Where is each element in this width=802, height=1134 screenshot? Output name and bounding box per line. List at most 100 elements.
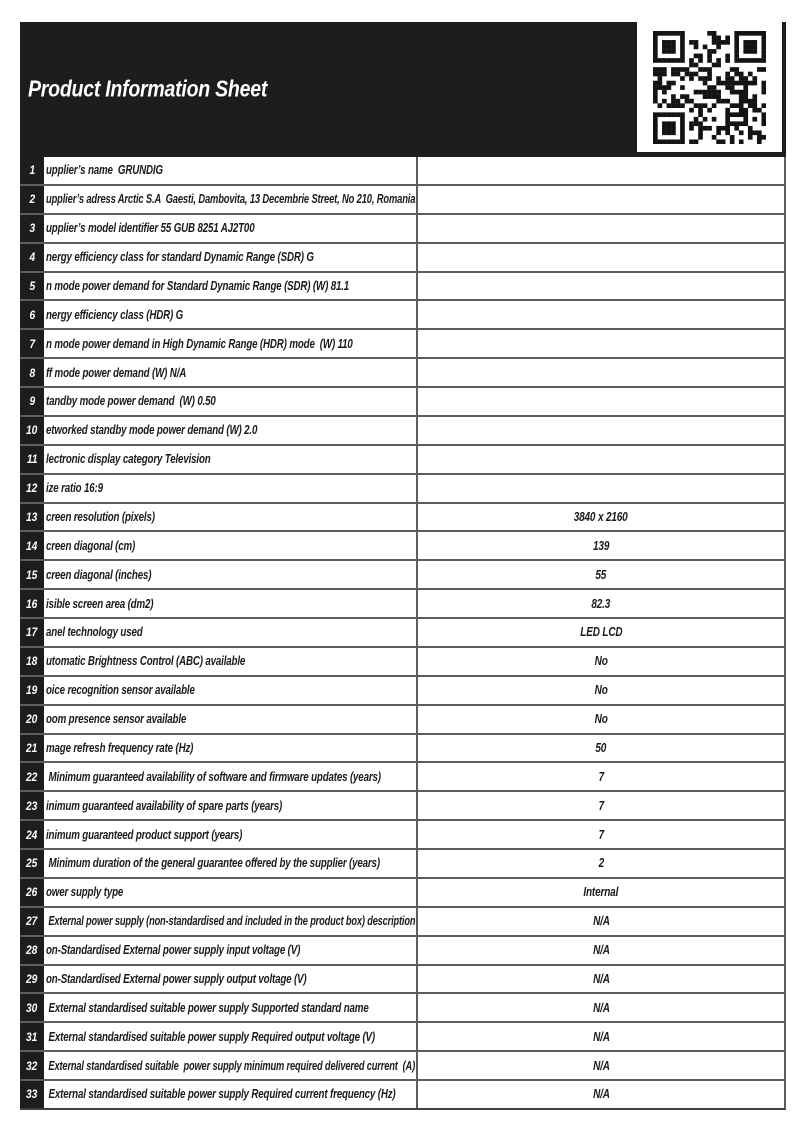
row-value: 82.3: [416, 590, 784, 617]
row-number-text: 20: [26, 712, 38, 727]
row-number-text: 16: [26, 596, 38, 611]
row-value-text: No: [594, 683, 608, 698]
row-value: 7: [416, 821, 784, 848]
row-number-text: 33: [26, 1087, 38, 1102]
page-title: Product Information Sheet: [28, 74, 268, 101]
row-value: LED LCD: [416, 619, 784, 646]
row-value-text: 55: [595, 567, 607, 582]
row-value-text: Internal: [583, 885, 619, 900]
row-value: N/A: [416, 907, 784, 935]
table-row: 24 inimum guaranteed product support (yea…: [20, 821, 784, 850]
row-label-text: nergy efficiency class (HDR) G: [46, 307, 184, 322]
table-row: 18 utomatic Brightness Control (ABC) avai…: [20, 647, 784, 677]
row-number-text: 15: [26, 567, 38, 582]
row-label: upplier’s name GRUNDIG: [44, 157, 416, 184]
row-number: 31: [20, 1023, 44, 1051]
row-label: nergy efficiency class for standard Dyna…: [44, 244, 416, 271]
row-label: External standardised suitable power sup…: [44, 1081, 416, 1108]
row-number-text: 7: [29, 336, 35, 351]
row-label-text: creen diagonal (inches): [46, 567, 152, 582]
row-number-text: 32: [26, 1058, 38, 1073]
row-label: inimum guaranteed availability of spare …: [44, 792, 416, 819]
row-number: 6: [20, 301, 44, 329]
row-number: 33: [20, 1081, 44, 1108]
table-row: 27 External power supply (non-standardis…: [20, 907, 784, 937]
row-label-text: n mode power demand in High Dynamic Rang…: [46, 336, 353, 351]
row-number-text: 13: [26, 509, 38, 524]
row-number: 16: [20, 590, 44, 617]
row-label: utomatic Brightness Control (ABC) availa…: [44, 648, 416, 675]
row-value-text: N/A: [592, 1029, 610, 1044]
product-information-sheet: Product Information Sheet 1 upplier’s nam…: [20, 22, 786, 1110]
row-label: tandby mode power demand (W) 0.50: [44, 388, 416, 415]
row-label: etworked standby mode power demand (W) 2…: [44, 417, 416, 444]
row-value: [416, 330, 784, 358]
row-value: [416, 388, 784, 415]
qr-code-icon: [653, 30, 766, 144]
row-value: [416, 474, 784, 502]
row-value-text: No: [594, 654, 608, 669]
row-value-text: 2: [598, 856, 604, 871]
row-number: 12: [20, 474, 44, 502]
table-row: 13 creen resolution (pixels) 3840 x 2160: [20, 503, 784, 533]
table-row: 28 on-Standardised External power supply …: [20, 936, 784, 966]
row-number-text: 29: [26, 971, 38, 986]
row-number: 27: [20, 907, 44, 935]
row-number: 11: [20, 445, 44, 473]
row-value: N/A: [416, 936, 784, 964]
row-value: 7: [416, 792, 784, 820]
header: Product Information Sheet: [20, 22, 786, 157]
row-number-text: 4: [29, 250, 35, 265]
row-value-text: N/A: [592, 1058, 610, 1073]
row-label-text: oom presence sensor available: [46, 712, 187, 727]
table-row: 19 oice recognition sensor available No: [20, 676, 784, 706]
row-value-text: LED LCD: [579, 625, 623, 640]
row-label-text: lectronic display category Television: [46, 452, 211, 467]
row-value: No: [416, 647, 784, 675]
row-value: Internal: [416, 878, 784, 906]
row-label-text: upplier’s model identifier 55 GUB 8251 A…: [46, 221, 255, 236]
row-number: 13: [20, 503, 44, 531]
row-number: 30: [20, 994, 44, 1022]
row-label: External standardised suitable power sup…: [44, 994, 416, 1021]
row-value-text: 3840 x 2160: [574, 509, 628, 524]
row-number-text: 10: [26, 423, 38, 438]
row-number-text: 31: [26, 1029, 38, 1044]
row-number: 10: [20, 416, 44, 444]
row-value: [416, 157, 784, 184]
table-row: 25 Minimum duration of the general guara…: [20, 850, 784, 879]
row-value-text: 139: [592, 538, 610, 553]
row-value: N/A: [416, 965, 784, 993]
row-number: 7: [20, 330, 44, 358]
row-label: n mode power demand for Standard Dynamic…: [44, 273, 416, 300]
row-number: 9: [20, 388, 44, 415]
table-row: 30 External standardised suitable power …: [20, 994, 784, 1024]
row-number: 19: [20, 676, 44, 704]
table-row: 6 nergy efficiency class (HDR) G: [20, 301, 784, 331]
row-number: 32: [20, 1052, 44, 1079]
row-label: External power supply (non-standardised …: [44, 908, 416, 935]
row-label-text: upplier’s name GRUNDIG: [46, 163, 163, 178]
row-number: 29: [20, 965, 44, 993]
row-number-text: 24: [26, 827, 38, 842]
row-label-text: inimum guaranteed availability of spare …: [46, 798, 283, 813]
row-label: anel technology used: [44, 619, 416, 646]
row-value: [416, 301, 784, 329]
row-number: 2: [20, 185, 44, 213]
row-number: 21: [20, 734, 44, 762]
table-row: 21 mage refresh frequency rate (Hz) 50: [20, 734, 784, 764]
table-row: 22 Minimum guaranteed availability of so…: [20, 763, 784, 793]
row-number: 23: [20, 792, 44, 820]
row-label: upplier’s adress Arctic S.A Gaesti, Damb…: [44, 186, 416, 213]
row-number-text: 28: [26, 943, 38, 958]
row-value: [416, 272, 784, 300]
row-label: on-Standardised External power supply in…: [44, 937, 416, 964]
row-label-text: on-Standardised External power supply ou…: [46, 971, 307, 986]
row-value-text: 7: [598, 827, 604, 842]
row-number-text: 22: [26, 769, 38, 784]
row-label-text: upplier’s adress Arctic S.A Gaesti, Damb…: [46, 192, 416, 207]
row-label-text: ower supply type: [46, 885, 124, 900]
row-number: 26: [20, 878, 44, 906]
row-label-text: External standardised suitable power sup…: [46, 1029, 376, 1044]
row-value: 55: [416, 561, 784, 589]
